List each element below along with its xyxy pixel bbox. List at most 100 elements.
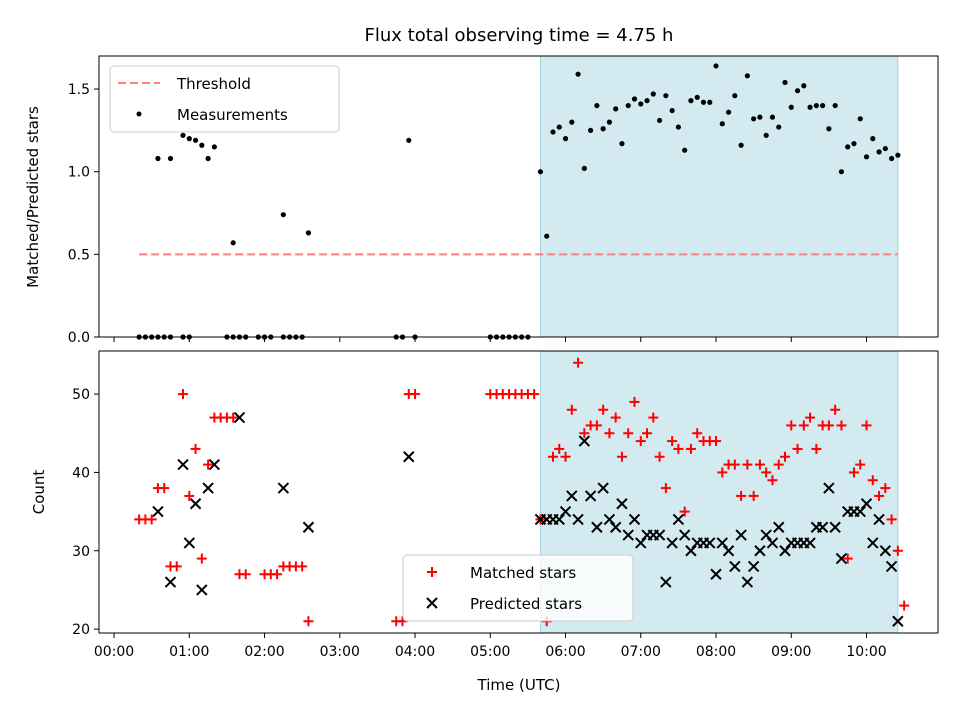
- chart-title: Flux total observing time = 4.75 h: [365, 25, 674, 46]
- matched-star-point: [786, 420, 797, 431]
- predicted-star-stroke-b: [603, 513, 616, 526]
- predicted-star-point: [189, 498, 202, 510]
- predicted-star-point: [804, 537, 816, 549]
- matched-star-point: [811, 443, 822, 454]
- predicted-star-stroke-b: [747, 560, 760, 573]
- measurement-point: [807, 104, 813, 110]
- x-tick-label: 10:00: [846, 644, 886, 660]
- measurement-point: [744, 73, 750, 79]
- predicted-star-point: [735, 529, 747, 541]
- predicted-star-stroke-b: [177, 458, 189, 471]
- predicted-star-point: [653, 529, 666, 541]
- measurement-point: [751, 116, 757, 122]
- measurement-point: [619, 141, 625, 147]
- predicted-star-stroke-b: [189, 498, 202, 510]
- predicted-star-stroke-b: [672, 513, 685, 526]
- bottom-legend: Matched stars Predicted stars: [402, 554, 634, 622]
- bottom-y-axis-label: Count: [30, 470, 48, 515]
- predicted-star-stroke-b: [584, 490, 597, 502]
- predicted-star-point: [816, 521, 829, 533]
- legend-matched-swatch: [427, 567, 437, 577]
- top-frame: [98, 55, 939, 338]
- measurement-point: [180, 132, 186, 138]
- measurement-point: [769, 114, 776, 120]
- predicted-star-point: [622, 529, 634, 541]
- matched-star-point: [861, 420, 872, 431]
- predicted-star-point: [666, 537, 678, 549]
- predicted-star-point: [302, 521, 315, 533]
- measurement-point: [186, 136, 192, 142]
- predicted-star-stroke-b: [829, 521, 841, 533]
- measurement-point: [155, 155, 161, 162]
- matched-star-point: [529, 389, 540, 400]
- matched-star-point: [761, 467, 772, 478]
- predicted-star-point: [823, 482, 835, 494]
- predicted-star-stroke-b: [277, 482, 290, 494]
- predicted-star-stroke-b: [716, 537, 729, 549]
- x-tick-label: 04:00: [395, 644, 435, 660]
- matched-star-point: [240, 569, 251, 580]
- matched-star-point: [579, 428, 590, 439]
- measurement-point: [788, 104, 794, 110]
- matched-star-point: [823, 420, 834, 431]
- matched-star-point: [146, 514, 157, 525]
- predicted-star-stroke-b: [553, 513, 565, 526]
- measurement-point: [569, 119, 575, 125]
- predicted-star-point: [628, 513, 641, 526]
- matched-star-point: [779, 451, 790, 462]
- matched-star-point: [842, 553, 853, 564]
- bottom-y-tick-label: 30: [72, 544, 90, 560]
- predicted-star-stroke-b: [559, 505, 572, 518]
- predicted-star-point: [685, 545, 697, 557]
- matched-star-point: [635, 436, 646, 447]
- predicted-star-stroke-b: [572, 513, 584, 526]
- predicted-star-stroke-b: [597, 482, 609, 494]
- legend-measurements-swatch: [136, 111, 142, 117]
- measurement-point: [631, 96, 638, 102]
- predicted-star-point: [635, 537, 647, 549]
- predicted-star-stroke-b: [885, 560, 898, 573]
- measurement-point: [707, 99, 713, 105]
- predicted-star-point: [672, 513, 685, 526]
- measurement-point: [719, 121, 725, 127]
- predicted-star-point: [879, 545, 892, 557]
- measurement-point: [826, 126, 832, 132]
- legend-matched-label: Matched stars: [470, 564, 576, 582]
- measurement-point: [167, 155, 174, 162]
- legend-predicted-label: Predicted stars: [470, 595, 582, 613]
- predicted-star-stroke-b: [823, 482, 835, 494]
- predicted-star-stroke-b: [722, 545, 735, 557]
- measurement-point: [650, 91, 656, 97]
- matched-star-point: [748, 490, 759, 501]
- measurement-point: [644, 98, 650, 104]
- predicted-star-stroke-b: [760, 529, 772, 541]
- predicted-star-stroke-b: [635, 537, 647, 549]
- matched-star-point: [648, 412, 659, 423]
- measurement-point: [813, 102, 819, 109]
- matched-star-point: [171, 561, 182, 572]
- bottom-y-tick-label: 20: [72, 622, 90, 638]
- matched-star-point: [654, 451, 665, 462]
- matched-star-point: [711, 436, 722, 447]
- measurement-point: [575, 71, 581, 77]
- predicted-star-stroke-b: [622, 529, 634, 541]
- matched-star-point: [679, 506, 690, 517]
- bottom-y-axis: 20 30 40 50: [72, 387, 99, 638]
- legend-threshold-label: Threshold: [176, 75, 251, 93]
- x-tick-label: 00:00: [94, 644, 134, 660]
- bottom-marks: [134, 357, 910, 627]
- measurement-point: [870, 136, 876, 142]
- matched-star-point: [886, 514, 897, 525]
- predicted-star-point: [566, 490, 578, 502]
- measurement-point: [669, 107, 675, 114]
- measurement-point: [725, 109, 732, 115]
- measurement-point: [199, 142, 205, 148]
- predicted-star-point: [835, 552, 848, 565]
- matched-star-point: [667, 436, 678, 447]
- measurement-point: [588, 127, 594, 133]
- predicted-star-stroke-b: [892, 615, 904, 627]
- matched-star-point: [717, 467, 728, 478]
- matched-star-point: [573, 357, 584, 368]
- matched-star-point: [598, 404, 609, 415]
- predicted-star-point: [829, 521, 841, 533]
